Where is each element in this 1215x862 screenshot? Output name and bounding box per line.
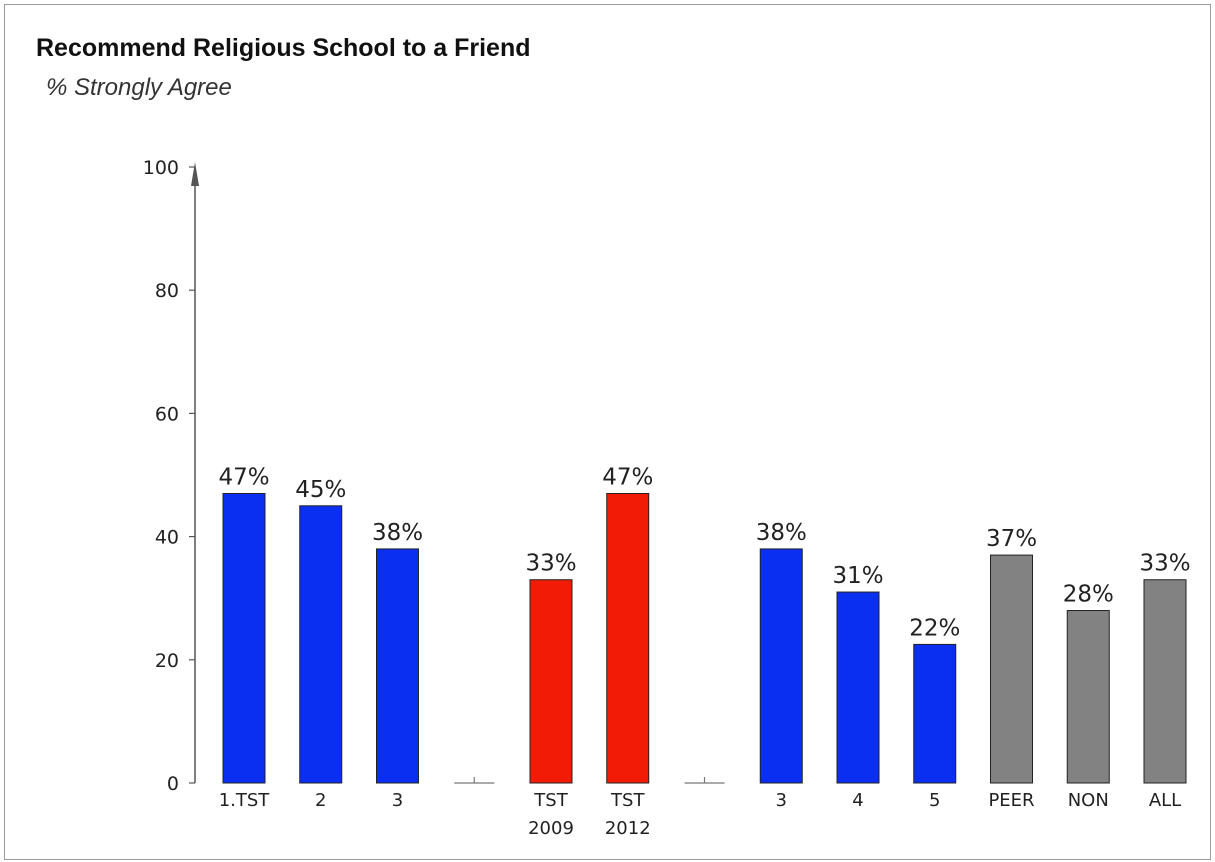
bar [1143,579,1187,784]
axes: 0 20 40 60 80 100 [143,157,725,795]
bar [376,548,419,784]
bar [606,492,650,784]
data-label: 22% [909,615,960,641]
y-tick-label: 80 [155,280,179,302]
category-label: TST [533,790,568,811]
category-label: 3 [776,790,787,811]
category-label: NON [1068,790,1109,811]
category-label: 3 [392,790,403,811]
y-tick-label: 100 [143,157,179,179]
data-label: 47% [602,464,653,490]
category-label: 2009 [528,818,574,839]
data-label: 38% [372,520,423,546]
bar [1066,610,1110,784]
category-label: TST [610,790,645,811]
bar [836,591,880,784]
category-label: 2 [315,790,326,811]
labels: 47% 1.TST 45% 2 38% 3 33% TST 2009 47% TST 2012 38% 3… [218,464,1190,839]
chart-subtitle: % Strongly Agree [46,74,232,101]
data-label: 37% [986,526,1037,552]
bar [299,505,343,784]
bar [913,643,957,784]
bars [222,492,1187,784]
y-tick-label: 60 [155,403,179,425]
y-axis-arrow [191,162,199,186]
category-label: 1.TST [219,790,271,811]
bar [222,492,266,784]
data-label: 45% [295,477,346,503]
data-label: 47% [218,464,269,490]
y-tick-label: 40 [155,527,179,549]
category-label: 2012 [605,818,651,839]
category-label: 5 [929,790,940,811]
bar [529,579,573,784]
category-label: PEER [988,790,1034,811]
category-label: ALL [1149,790,1181,811]
data-label: 33% [1139,551,1190,577]
data-label: 31% [832,563,883,589]
category-label: 4 [852,790,863,811]
y-tick-label: 20 [155,650,179,672]
bar [759,548,803,784]
chart-title: Recommend Religious School to a Friend [36,34,531,62]
bar [990,554,1033,784]
data-label: 33% [525,551,576,577]
data-label: 28% [1063,582,1114,608]
data-label: 38% [756,520,807,546]
y-tick-label: 0 [167,773,179,795]
